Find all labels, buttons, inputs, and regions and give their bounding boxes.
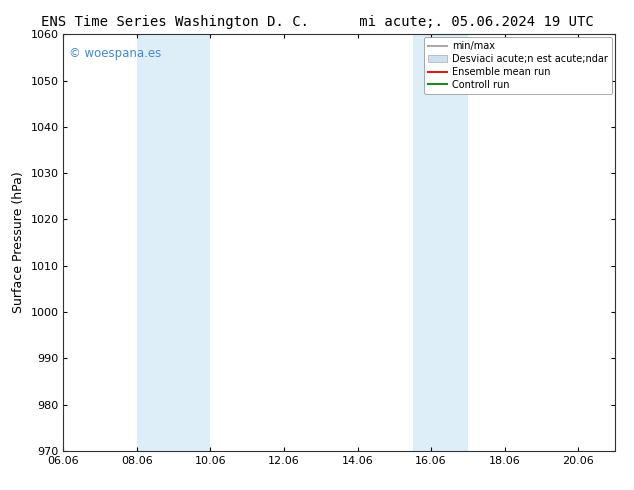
Text: ENS Time Series Washington D. C.      mi acute;. 05.06.2024 19 UTC: ENS Time Series Washington D. C. mi acut… xyxy=(41,15,593,29)
Y-axis label: Surface Pressure (hPa): Surface Pressure (hPa) xyxy=(12,172,25,314)
Legend: min/max, Desviaci acute;n est acute;ndar, Ensemble mean run, Controll run: min/max, Desviaci acute;n est acute;ndar… xyxy=(424,37,612,94)
Text: © woespana.es: © woespana.es xyxy=(69,47,161,60)
Bar xyxy=(413,34,468,451)
Bar xyxy=(137,34,210,451)
